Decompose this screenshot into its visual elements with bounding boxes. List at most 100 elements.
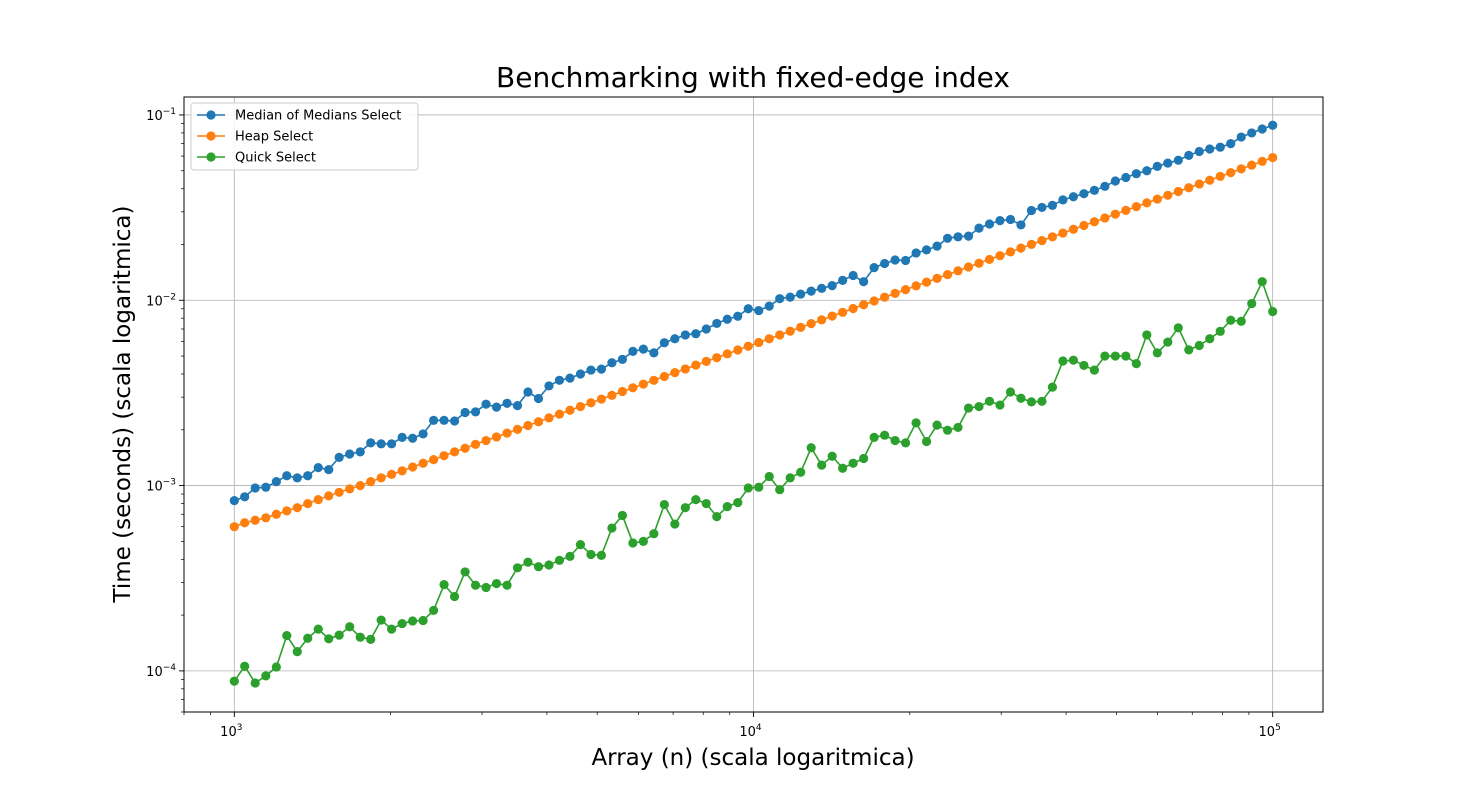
data-point-median-of-medians (449, 416, 460, 426)
data-point-median-of-medians (460, 407, 470, 418)
grid (184, 97, 1323, 712)
data-point-median-of-medians (1068, 192, 1078, 202)
data-point-median-of-medians (596, 364, 607, 374)
data-point-heap (554, 409, 565, 419)
y-tick-label: 10−2 (146, 292, 176, 309)
data-point-median-of-medians (859, 277, 869, 287)
data-point-median-of-medians (1205, 144, 1215, 154)
data-point-median-of-medians (1268, 120, 1278, 130)
data-point-quick (428, 605, 439, 616)
data-point-quick (869, 432, 879, 442)
legend: Median of Medians Select Heap Select Quick… (190, 102, 419, 171)
data-point-median-of-medians (512, 401, 523, 411)
data-point-quick (439, 580, 449, 590)
data-point-quick (1268, 306, 1278, 317)
data-point-heap (1068, 224, 1078, 234)
x-tick-label: 104 (739, 723, 762, 740)
data-point-quick (491, 578, 502, 589)
data-point-heap (596, 394, 607, 404)
data-point-heap (638, 379, 648, 389)
data-point-quick (523, 557, 533, 567)
data-point-quick (890, 435, 900, 446)
series-line-median-of-medians (234, 124, 1273, 502)
data-point-heap (408, 462, 418, 472)
data-point-heap (533, 417, 544, 427)
data-point-median-of-medians (701, 324, 711, 334)
series-line-quick (233, 280, 1274, 684)
data-point-heap (911, 281, 921, 291)
data-point-median-of-medians (869, 263, 879, 273)
data-point-quick (586, 549, 596, 560)
data-point-quick (921, 436, 932, 447)
data-point-median-of-medians (376, 439, 386, 449)
data-point-quick (995, 400, 1005, 410)
data-point-quick (1205, 334, 1215, 344)
data-point-heap (1247, 160, 1257, 170)
data-point-quick (963, 403, 974, 413)
axis-ticks: 103 104 105 10−4 10−3 10−2 10−1 (146, 107, 1281, 740)
data-point-quick (1236, 316, 1246, 326)
data-point-quick (1058, 356, 1068, 366)
data-point-quick (1121, 351, 1131, 361)
data-point-heap (240, 518, 250, 528)
data-point-quick (324, 634, 334, 644)
plot-frame (183, 96, 1324, 713)
data-point-median-of-medians (680, 330, 690, 340)
data-point-heap (313, 495, 323, 505)
data-point-median-of-medians (796, 289, 806, 299)
data-point-median-of-medians (355, 447, 365, 457)
data-point-heap (722, 349, 732, 359)
data-point-median-of-medians (743, 304, 753, 314)
data-point-quick (659, 499, 669, 510)
data-point-heap (449, 447, 460, 457)
series-quick (229, 277, 1278, 688)
y-axis-label: Time (seconds) (scala logaritmica) (110, 206, 136, 604)
data-point-heap (1037, 236, 1047, 246)
data-point-median-of-medians (1121, 172, 1131, 183)
data-point-heap (428, 455, 439, 465)
data-point-quick (470, 580, 481, 590)
data-point-heap (502, 428, 512, 438)
data-point-median-of-medians (439, 415, 449, 425)
data-point-heap (261, 513, 271, 523)
data-point-quick (942, 425, 953, 435)
data-point-median-of-medians (387, 439, 397, 449)
data-point-heap (1215, 171, 1225, 182)
data-point-heap (355, 480, 365, 491)
data-point-heap (921, 277, 932, 287)
data-point-quick (1173, 323, 1183, 333)
series-line-heap (234, 156, 1273, 528)
data-point-heap (397, 466, 407, 476)
data-point-median-of-medians (1226, 139, 1236, 149)
data-point-median-of-medians (565, 373, 575, 383)
data-point-quick (984, 396, 995, 406)
data-point-quick (1152, 348, 1162, 358)
data-point-median-of-medians (1079, 189, 1089, 199)
legend-marker (206, 152, 216, 162)
data-point-heap (869, 296, 879, 306)
data-point-heap (544, 413, 554, 423)
data-point-quick (848, 458, 858, 468)
data-point-median-of-medians (1005, 214, 1016, 225)
data-point-quick (502, 580, 512, 590)
legend-marker (206, 131, 216, 141)
data-point-quick (366, 634, 376, 644)
x-tick-label: 105 (1259, 723, 1281, 740)
data-point-heap (1152, 194, 1162, 204)
data-point-heap (932, 273, 942, 283)
data-point-heap (1131, 202, 1141, 212)
data-point-median-of-medians (366, 438, 376, 448)
data-point-median-of-medians (1215, 142, 1225, 152)
data-point-quick (512, 563, 523, 573)
data-point-heap (1079, 220, 1089, 231)
data-point-median-of-medians (554, 375, 565, 385)
legend-label: Quick Select (235, 151, 316, 166)
data-point-quick (911, 418, 921, 428)
data-point-median-of-medians (397, 432, 407, 442)
data-point-heap (1089, 217, 1099, 227)
data-point-median-of-medians (1026, 205, 1037, 216)
data-point-heap (1026, 239, 1037, 249)
data-point-quick (1131, 359, 1141, 369)
series-heap (229, 152, 1278, 532)
